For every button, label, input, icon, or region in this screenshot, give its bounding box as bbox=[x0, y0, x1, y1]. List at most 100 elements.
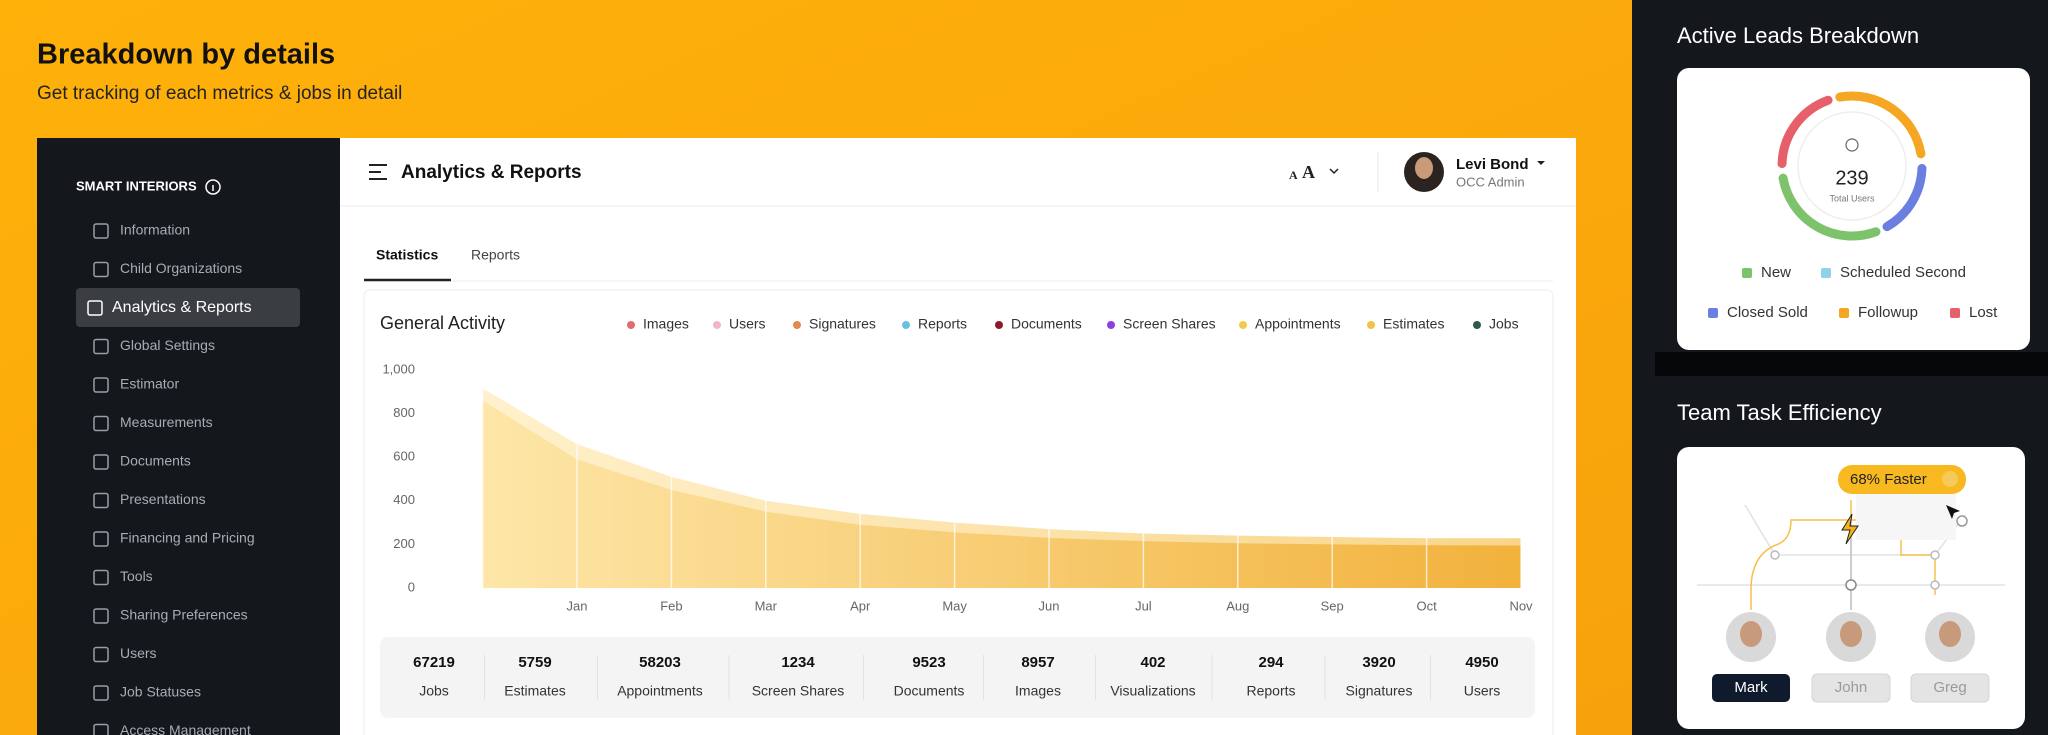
menu-item[interactable]: Measurements bbox=[120, 414, 213, 430]
legend-dot bbox=[1367, 321, 1375, 329]
tab[interactable]: Statistics bbox=[376, 247, 438, 263]
donut-arc bbox=[1835, 91, 1926, 159]
legend-swatch bbox=[1821, 268, 1831, 278]
legend-label: Followup bbox=[1858, 304, 1918, 321]
member-pill[interactable] bbox=[1910, 673, 1990, 703]
avatar-face bbox=[1415, 157, 1433, 179]
stat-value: 4950 bbox=[1465, 654, 1498, 671]
menu-item[interactable]: Information bbox=[120, 222, 190, 238]
legend-label[interactable]: Images bbox=[643, 316, 689, 332]
legend-label[interactable]: Estimates bbox=[1383, 316, 1444, 332]
menu-item[interactable]: Estimator bbox=[120, 376, 179, 392]
brand: SMART INTERIORS bbox=[76, 178, 197, 193]
leads-title: Active Leads Breakdown bbox=[1677, 23, 1919, 48]
menu-item[interactable]: Financing and Pricing bbox=[120, 530, 255, 546]
menu-icon bbox=[93, 377, 109, 393]
topbar-title: Analytics & Reports bbox=[401, 162, 582, 183]
badge-plus[interactable] bbox=[1942, 471, 1958, 487]
menu-item[interactable]: Presentations bbox=[120, 491, 206, 507]
panel-gap bbox=[1655, 352, 2048, 376]
stat-value: 402 bbox=[1140, 654, 1165, 671]
menu-icon bbox=[93, 454, 109, 470]
legend-dot bbox=[713, 321, 721, 329]
menu-icon bbox=[93, 685, 109, 701]
member-pill[interactable] bbox=[1811, 673, 1891, 703]
x-tick-label: Nov bbox=[1509, 598, 1533, 613]
sidebar bbox=[37, 138, 340, 735]
legend-label[interactable]: Reports bbox=[918, 316, 967, 332]
stat-value: 5759 bbox=[518, 654, 551, 671]
y-tick-label: 0 bbox=[408, 579, 415, 594]
member-face bbox=[1740, 621, 1762, 647]
legend-dot bbox=[902, 321, 910, 329]
menu-icon bbox=[93, 415, 109, 432]
menu-item[interactable]: Sharing Preferences bbox=[120, 607, 248, 623]
legend-dot bbox=[1473, 321, 1481, 329]
menu-item[interactable]: Job Statuses bbox=[120, 684, 201, 700]
leads-total: 239 bbox=[1835, 167, 1868, 189]
member-face bbox=[1840, 621, 1862, 647]
member-face bbox=[1939, 621, 1961, 647]
tab[interactable]: Reports bbox=[471, 247, 520, 263]
font-chevron[interactable] bbox=[1329, 168, 1339, 175]
donut-arc bbox=[1778, 173, 1881, 241]
x-tick-label: Apr bbox=[850, 598, 871, 613]
menu-icon bbox=[93, 338, 109, 355]
y-tick-label: 600 bbox=[393, 449, 415, 464]
stat-label: Visualizations bbox=[1110, 683, 1195, 699]
legend-dot bbox=[793, 321, 801, 329]
menu-item[interactable]: Global Settings bbox=[120, 337, 215, 353]
area bbox=[482, 400, 1522, 588]
legend-swatch bbox=[1708, 308, 1718, 318]
legend-label: Closed Sold bbox=[1727, 304, 1808, 321]
cursor bbox=[1946, 505, 1960, 519]
member-name[interactable]: Mark bbox=[1734, 679, 1768, 696]
font-small[interactable]: A bbox=[1289, 168, 1298, 182]
donut-inner bbox=[1797, 111, 1907, 221]
member-name[interactable]: Greg bbox=[1933, 679, 1966, 696]
member-pill[interactable] bbox=[1712, 674, 1790, 702]
menu-item[interactable]: Analytics & Reports bbox=[112, 299, 252, 316]
menu-icon bbox=[93, 646, 109, 663]
legend-label[interactable]: Users bbox=[729, 316, 766, 332]
leads-card bbox=[1677, 68, 2030, 350]
stat-value: 294 bbox=[1258, 654, 1284, 671]
menu-active-bg bbox=[76, 288, 300, 327]
user-icon bbox=[1845, 138, 1859, 152]
menu-item[interactable]: Tools bbox=[120, 568, 153, 584]
legend-label: Scheduled Second bbox=[1840, 264, 1966, 281]
menu-icon[interactable] bbox=[369, 164, 387, 180]
menu-icon bbox=[93, 492, 109, 509]
menu-item[interactable]: Documents bbox=[120, 453, 191, 469]
legend-label[interactable]: Appointments bbox=[1255, 316, 1341, 332]
y-tick-label: 800 bbox=[393, 405, 415, 420]
legend-dot bbox=[995, 321, 1003, 329]
legend-dot bbox=[1239, 321, 1247, 329]
font-large[interactable]: A bbox=[1302, 162, 1315, 182]
user-name[interactable]: Levi Bond bbox=[1456, 156, 1529, 173]
card-shadow bbox=[1856, 490, 1956, 540]
menu-item[interactable]: Child Organizations bbox=[120, 260, 242, 276]
member-name[interactable]: John bbox=[1835, 679, 1868, 696]
legend-label[interactable]: Documents bbox=[1011, 316, 1082, 332]
menu-icon bbox=[93, 723, 109, 735]
stat-value: 3920 bbox=[1362, 654, 1395, 671]
menu-item[interactable]: Users bbox=[120, 645, 157, 661]
legend-label: New bbox=[1761, 264, 1791, 281]
donut-arc bbox=[1777, 95, 1833, 169]
info-icon[interactable] bbox=[205, 179, 221, 195]
stat-value: 58203 bbox=[639, 654, 681, 671]
stat-value: 67219 bbox=[413, 654, 455, 671]
leads-total-label: Total Users bbox=[1829, 193, 1875, 203]
legend-swatch bbox=[1950, 308, 1960, 318]
legend-label[interactable]: Signatures bbox=[809, 316, 876, 332]
legend-label[interactable]: Screen Shares bbox=[1123, 316, 1216, 332]
x-tick-label: Oct bbox=[1416, 598, 1437, 613]
user-caret[interactable] bbox=[1537, 161, 1545, 165]
menu-icon bbox=[87, 300, 103, 316]
menu-item[interactable]: Access Management bbox=[120, 722, 251, 735]
stat-label: Estimates bbox=[504, 683, 565, 699]
stat-label: Jobs bbox=[419, 683, 449, 699]
legend-label[interactable]: Jobs bbox=[1489, 316, 1519, 332]
